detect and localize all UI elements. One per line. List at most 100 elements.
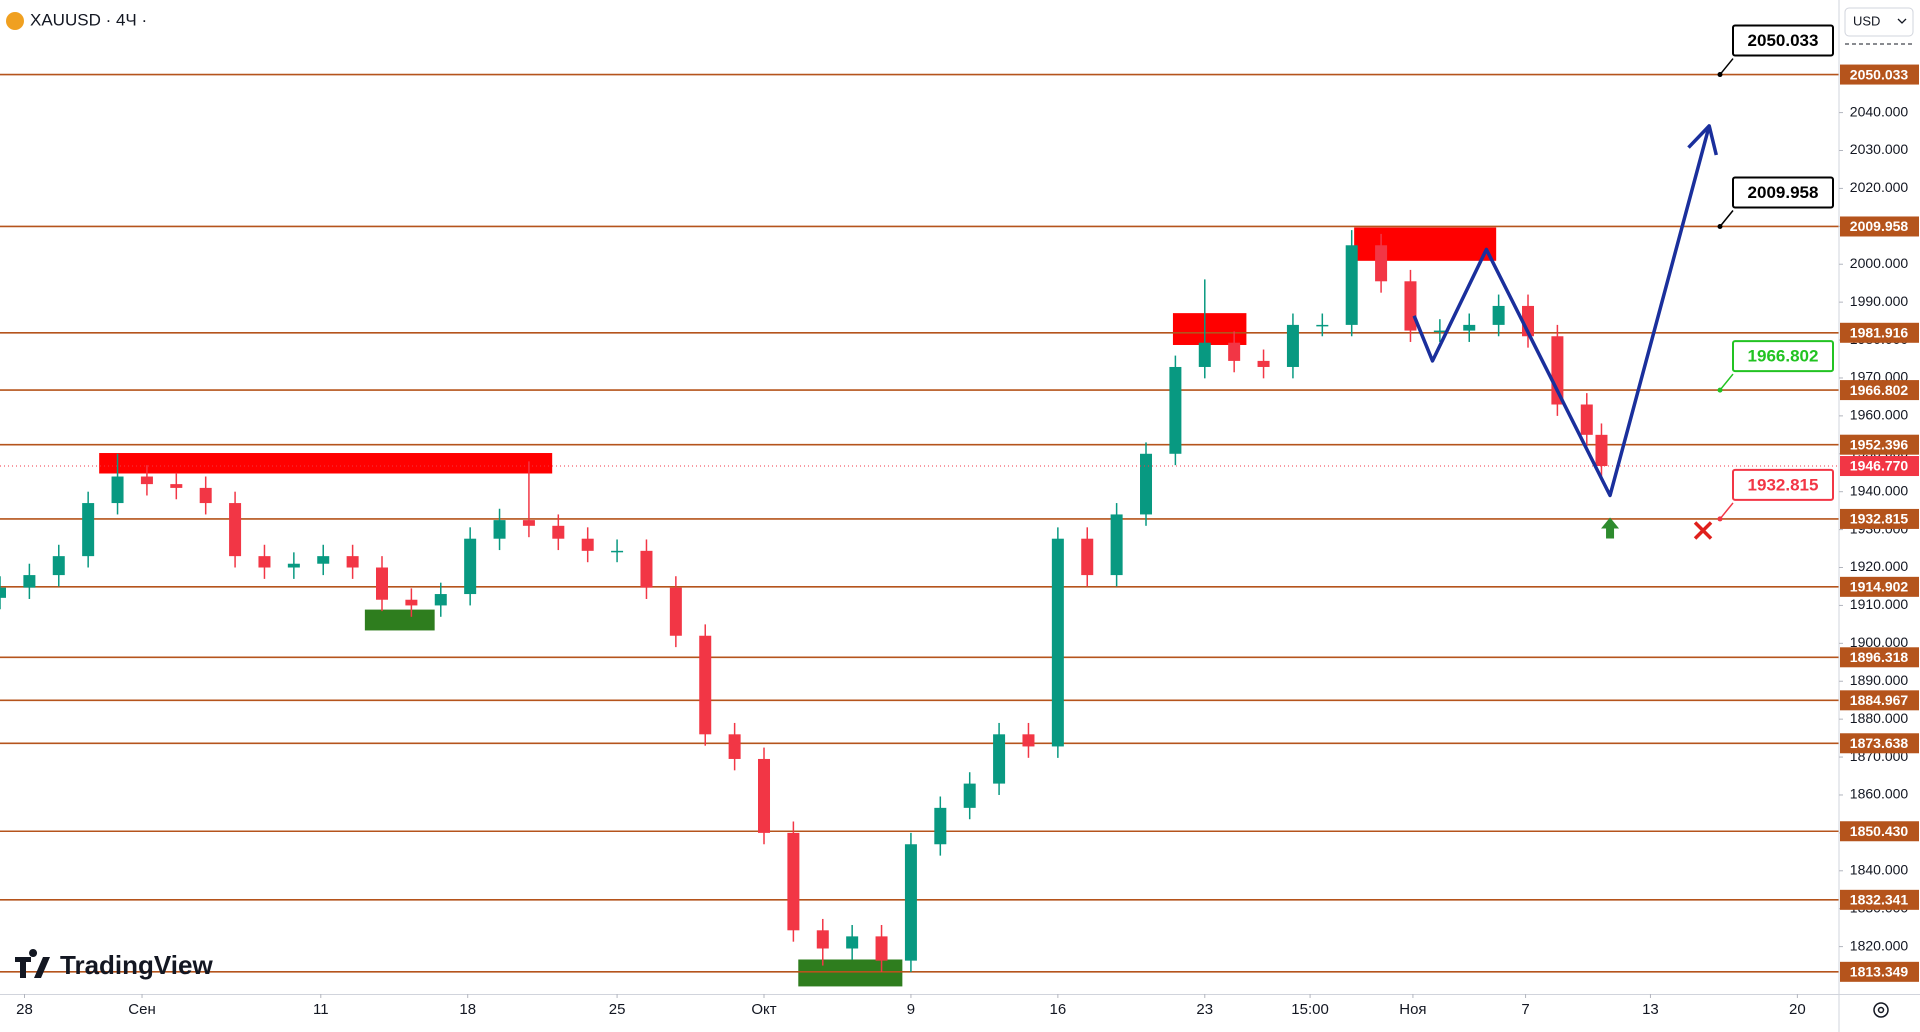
callout-stem <box>1719 373 1734 391</box>
symbol-icon <box>6 12 24 30</box>
logo: TradingView <box>15 949 213 980</box>
level-label: 1966.802 <box>1850 382 1909 398</box>
candle-body <box>1404 281 1417 331</box>
x-tick-label: 28 <box>16 1001 33 1018</box>
callout-label: 2009.958 <box>1748 183 1819 202</box>
level-label: 1873.638 <box>1850 735 1909 751</box>
level-label-bg <box>1840 690 1919 711</box>
level-label: 1813.349 <box>1850 964 1909 980</box>
candle-body <box>699 635 712 735</box>
y-tick-label: 1940.000 <box>1850 482 1909 498</box>
level-label: 1952.396 <box>1850 436 1909 452</box>
x-tick-label: 20 <box>1789 1001 1806 1018</box>
candle-body <box>1316 324 1329 327</box>
callout-label: 1966.802 <box>1748 347 1819 366</box>
level-label: 1884.967 <box>1850 692 1909 708</box>
level-label: 1832.341 <box>1850 892 1909 908</box>
candle-body <box>170 484 183 488</box>
y-tick-label: 1820.000 <box>1850 937 1909 953</box>
y-tick-label: 2000.000 <box>1850 255 1909 271</box>
callout-box <box>1732 468 1834 501</box>
x-tick-label: 25 <box>609 1001 626 1018</box>
level-label-bg <box>1840 733 1919 754</box>
candle-body <box>376 567 389 600</box>
x-tick-label: 9 <box>907 1001 915 1018</box>
candle-body <box>1463 324 1476 331</box>
level-label: 2009.958 <box>1850 218 1909 234</box>
settings-icon[interactable] <box>1873 1002 1889 1018</box>
candle-body <box>317 556 330 564</box>
candle-body <box>346 556 359 568</box>
candle-body <box>1286 324 1299 367</box>
candle-body <box>1228 342 1241 361</box>
candle-body <box>52 556 65 576</box>
candle-body <box>581 538 594 551</box>
candle-body <box>1595 434 1608 467</box>
y-tick-label: 2020.000 <box>1850 179 1909 195</box>
x-tick-label: 18 <box>459 1001 476 1018</box>
level-label: 1981.916 <box>1850 324 1909 340</box>
currency-button[interactable] <box>1844 7 1914 37</box>
candle-body <box>758 758 771 833</box>
y-tick-label: 1920.000 <box>1850 558 1909 574</box>
y-tick-label: 1900.000 <box>1850 634 1909 650</box>
x-tick-label: 11 <box>313 1001 329 1018</box>
price-zone <box>364 609 435 631</box>
level-label-bg <box>1840 434 1919 455</box>
level-label: 1850.430 <box>1850 823 1909 839</box>
x-tick-label: Окт <box>751 1001 776 1018</box>
candle-body <box>405 599 418 606</box>
candle-body <box>1345 245 1358 325</box>
level-label: 2050.033 <box>1850 66 1909 82</box>
level-label-bg <box>1840 647 1919 668</box>
x-tick-label: 7 <box>1521 1001 1529 1018</box>
candle-body <box>1580 404 1593 435</box>
y-tick-label: 2040.000 <box>1850 103 1909 119</box>
candle-body <box>787 832 800 931</box>
level-label-bg <box>1840 961 1919 982</box>
currency-caret <box>1897 18 1907 24</box>
y-tick-label: 1880.000 <box>1850 710 1909 726</box>
plot-area <box>0 73 1839 987</box>
y-tick-label: 1960.000 <box>1850 407 1909 423</box>
candle-body <box>23 575 36 588</box>
candle-body <box>434 594 447 606</box>
candle-body <box>1169 366 1182 454</box>
callout-stem <box>1719 210 1734 227</box>
y-tick-label: 1840.000 <box>1850 861 1909 877</box>
candle-body <box>1257 360 1270 367</box>
x-tick-label: Сен <box>128 1001 155 1018</box>
candle-body <box>493 520 506 539</box>
candle-body <box>1051 538 1064 747</box>
callout-box <box>1732 340 1834 373</box>
price-zone <box>1172 313 1247 345</box>
candle-body <box>0 587 6 598</box>
current-price-label: 1946.770 <box>1850 458 1909 474</box>
callout-label: 1932.815 <box>1748 475 1819 494</box>
candle-body <box>199 487 212 504</box>
candle-body <box>1433 330 1446 333</box>
x-tick-label: 15:00 <box>1291 1001 1329 1018</box>
candle-body <box>1022 734 1035 747</box>
level-label-bg <box>1840 216 1919 237</box>
level-label: 1914.902 <box>1850 579 1909 595</box>
entry-arrow <box>1601 517 1620 539</box>
callout-box <box>1732 176 1834 209</box>
candle-body <box>816 930 829 949</box>
candle-body <box>464 538 477 595</box>
projection-arrowhead <box>1687 124 1718 156</box>
candle-body <box>140 476 153 485</box>
level-label-bg <box>1840 508 1919 529</box>
level-label-bg <box>1840 380 1919 401</box>
level-label-bg <box>1840 64 1919 85</box>
level-label-bg <box>1840 576 1919 597</box>
y-tick-label: 1890.000 <box>1850 672 1909 688</box>
y-tick-label: 2030.000 <box>1850 141 1909 157</box>
candle-body <box>552 525 565 539</box>
y-tick-label: 1990.000 <box>1850 293 1909 309</box>
candle-body <box>1198 342 1211 367</box>
y-tick-label: 1910.000 <box>1850 596 1909 612</box>
candle-body <box>82 503 95 557</box>
